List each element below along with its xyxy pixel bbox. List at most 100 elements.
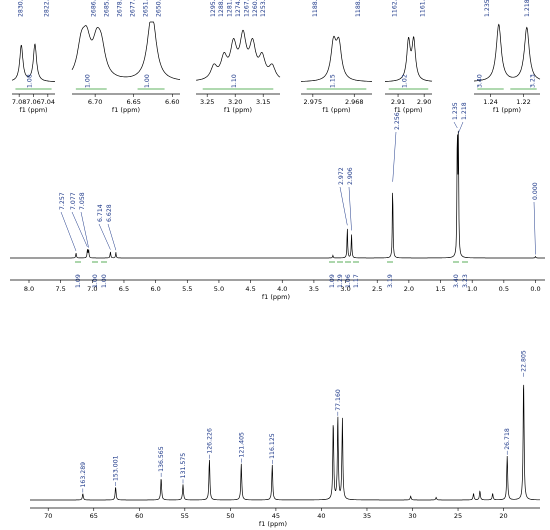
inset-peak-label: 2685.34 [104,0,111,17]
inset-peak-label: 1188.71 [312,0,319,17]
inset-trace [474,23,541,82]
proton-peak-leader [392,131,397,182]
proton-peak-label: 1.218 [461,102,468,120]
proton-peak-label: 0.000 [532,182,539,200]
inset-axis-label: f1 (ppm) [19,106,47,114]
inset-peak-label: 1161.54 [420,0,427,17]
inset-trace [385,36,433,82]
inset-integral-value: 3.23 [530,74,537,88]
carbon-peak-label: 77.160 [335,389,342,411]
inset-axis-label: f1 (ppm) [322,106,350,114]
inset-peak-label: 2651.04 [142,0,149,17]
proton-tick-label: 4.0 [277,285,287,293]
proton-integral-value: 1.00 [101,274,108,288]
proton-peak-label: 7.058 [79,192,86,210]
proton-integral-value: 1.17 [353,274,360,288]
carbon-tick-label: 60 [135,512,143,520]
inset-tick-label: 2.975 [304,98,323,106]
proton-integral-value: 1.09 [329,274,336,288]
carbon-tick-label: 50 [226,512,234,520]
proton-tick-label: 7.0 [87,285,97,293]
inset-peak-label: 2650.23 [155,0,162,17]
inset-peak-label: 1253.88 [260,0,267,17]
proton-peak-leader [453,121,458,129]
inset-peak-label: 1260.76 [252,0,259,17]
carbon-peak-label: 131.575 [180,453,187,479]
proton-tick-label: 5.5 [182,285,192,293]
inset-trace [71,21,181,80]
inset-tick-label: 3.15 [256,98,270,106]
proton-integral-value: 1.29 [337,274,344,288]
proton-peak-leader [458,121,464,134]
inset-peak-label: 2830.63 [18,0,25,17]
proton-peak-label: 7.077 [70,192,77,210]
inset-integral-value: 1.00 [84,74,91,88]
inset-tick-label: 2.91 [391,98,405,106]
proton-peak-label: 7.257 [59,192,66,210]
carbon-tick-label: 35 [363,512,371,520]
inset-peak-label: 1267.65 [243,0,250,17]
inset-integral-value: 1.15 [330,74,337,88]
proton-peak-leader [98,223,111,250]
proton-tick-label: 5.0 [214,285,224,293]
inset-integral-value: 1.02 [402,74,409,88]
carbon-tick-label: 40 [317,512,325,520]
inset-peak-label: 1288.34 [218,0,225,17]
carbon-peak-label: 153.001 [113,455,120,481]
proton-tick-label: 1.5 [435,285,445,293]
proton-tick-label: 3.0 [340,285,350,293]
inset-integral-value: 3.40 [476,74,483,88]
inset-tick-label: 2.968 [345,98,364,106]
carbon-peak-label: 116.125 [269,433,276,459]
carbon-tick-label: 20 [499,512,507,520]
inset-peak-label: 2677.08 [129,0,136,17]
proton-peak-leader [71,211,88,248]
carbon-peak-label: 22.805 [521,350,528,372]
carbon-peak-label: 121.405 [238,432,245,458]
proton-tick-label: 3.5 [309,285,319,293]
inset-tick-label: 7.06 [26,98,40,106]
inset-trace [301,35,372,82]
carbon-tick-label: 65 [90,512,98,520]
proton-peak-label: 2.256 [394,112,401,130]
inset-axis-label: f1 (ppm) [493,106,521,114]
inset-tick-label: 3.20 [228,98,242,106]
proton-peak-leader [60,211,77,251]
proton-peak-leader [348,186,352,231]
proton-spectrum-panel: 8.0 7.5 7.0 6.5 6.0 5.5 5.0 4.5 4.0 3.5 3.0 2.5 2.0 1… [10,102,545,301]
proton-tick-label: 4.5 [245,285,255,293]
inset-tick-label: 7.04 [41,98,55,106]
proton-peak-label: 2.972 [338,167,345,185]
proton-integral-value: 1.09 [75,274,82,288]
carbon-axis-label: f1 (ppm) [259,520,287,528]
inset-peak-label: 2822.89 [43,0,50,17]
carbon-peak-label: 136.565 [158,446,165,472]
inset-tick-label: 1.24 [483,98,497,106]
proton-tick-label: 1.0 [467,285,477,293]
inset-tick-label: 2.90 [417,98,431,106]
proton-tick-label: 6.0 [150,285,160,293]
proton-peak-leader [339,186,348,226]
carbon-peak-label: 163.289 [80,462,87,488]
carbon-tick-label: 45 [272,512,280,520]
carbon-spectrum-panel: 70 65 60 55 50 45 40 35 30 25 20 f1 (ppm) 163.289 153… [30,350,540,528]
proton-integral-value: 1.06 [345,274,352,288]
inset-axis-label: f1 (ppm) [224,106,252,114]
inset-trace [196,29,281,81]
inset-tick-label: 6.70 [88,98,102,106]
inset-peak-label: 2686.41 [91,0,98,17]
proton-tick-label: 2.0 [404,285,414,293]
proton-peak-leader [533,201,536,255]
inset-peak-label: 2678.67 [117,0,124,17]
inset-peak-label: 1.218 [524,0,531,17]
carbon-tick-label: 70 [44,512,52,520]
proton-peak-label: 6.714 [97,204,104,222]
inset-tick-label: 1.22 [516,98,530,106]
